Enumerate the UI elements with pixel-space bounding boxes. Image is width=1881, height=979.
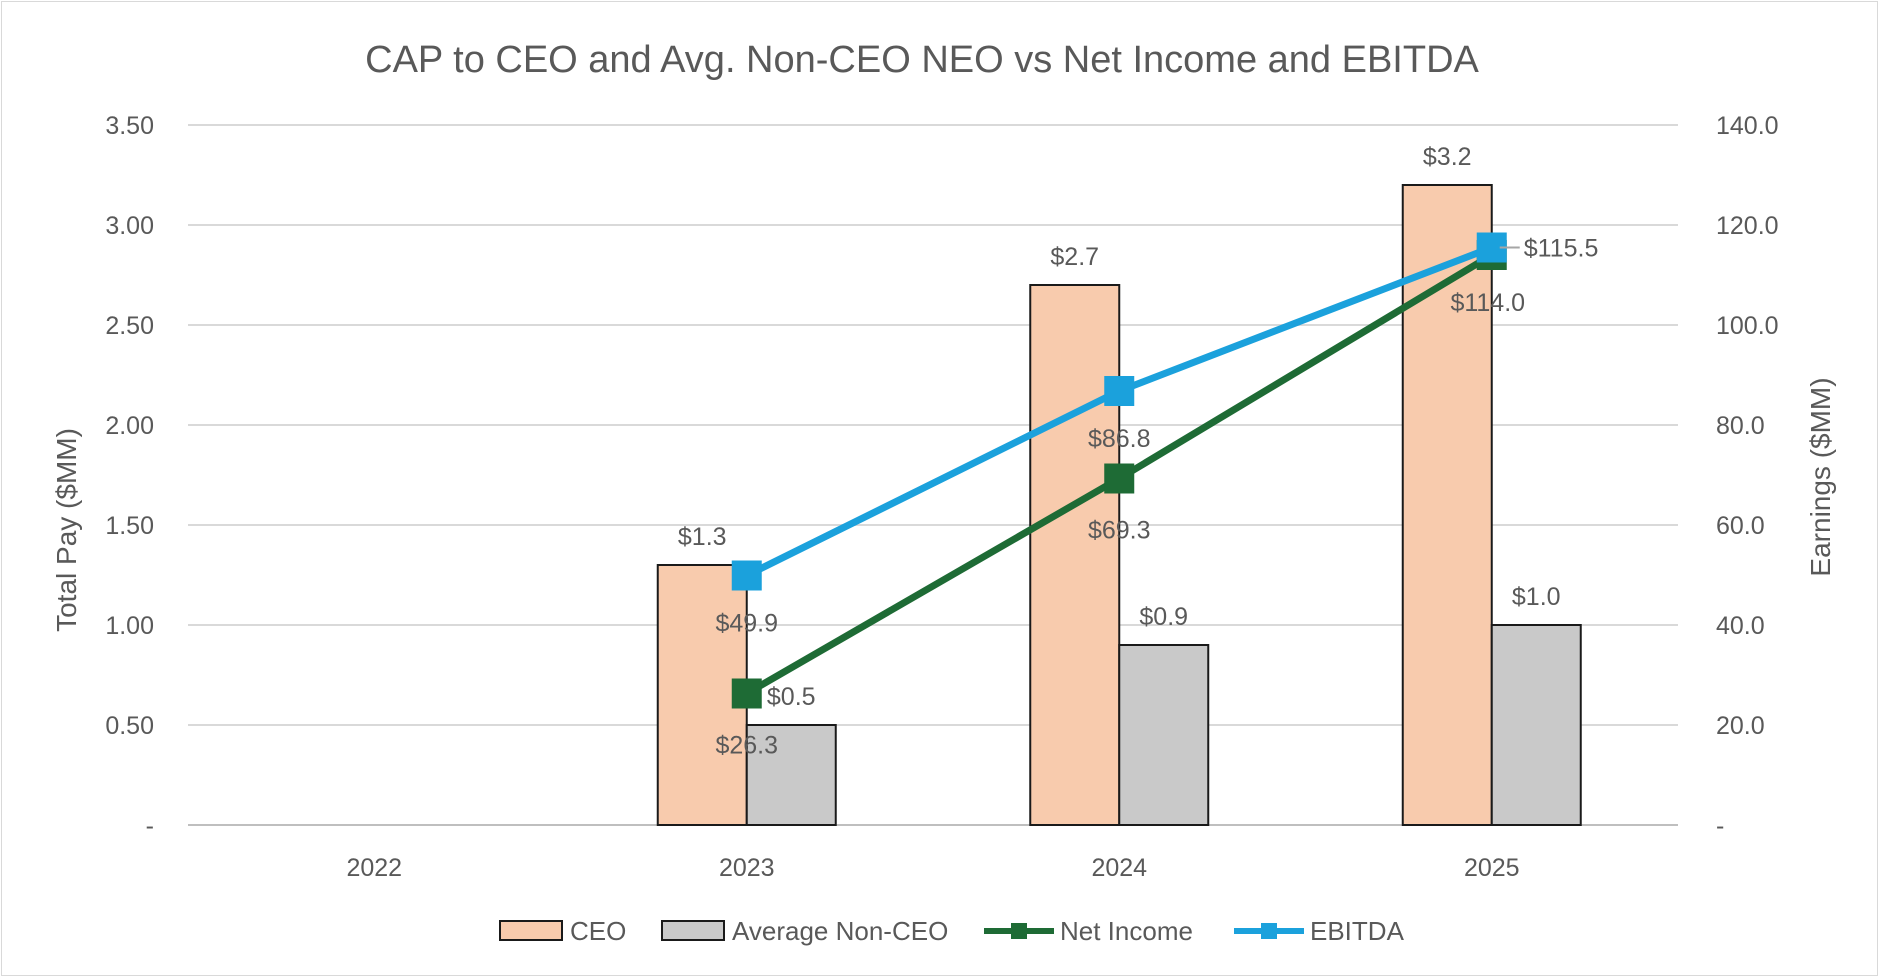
left-tick-label: 1.50	[105, 512, 154, 540]
right-axis-ticks: - 20.0 40.0 60.0 80.0 100.0 120.0 140.0	[1716, 112, 1779, 840]
bar-ceo	[1401, 184, 1493, 826]
left-axis-title: Total Pay ($MM)	[51, 428, 82, 632]
right-tick-label: 140.0	[1716, 112, 1779, 140]
right-tick-label: 40.0	[1716, 612, 1765, 640]
data-label-net-income: $114.0	[1450, 289, 1525, 317]
gridlines	[188, 124, 1678, 826]
marker-ebitda	[731, 560, 762, 591]
left-tick-label: 1.00	[105, 612, 154, 640]
data-label-average-non-ceo: $0.9	[1139, 603, 1188, 631]
data-label-ebitda: $115.5	[1524, 235, 1599, 263]
x-tick-label: 2024	[1091, 854, 1147, 882]
right-tick-label: 100.0	[1716, 312, 1779, 340]
left-tick-label: 2.00	[105, 412, 154, 440]
data-label-average-non-ceo: $0.5	[767, 683, 816, 711]
x-axis-ticks: 2022 2023 2024 2025	[346, 854, 1519, 882]
x-tick-label: 2023	[719, 854, 775, 882]
data-label-net-income: $69.3	[1088, 517, 1151, 545]
data-label-ceo: $1.3	[678, 523, 727, 551]
bar-average-non-ceo	[745, 724, 837, 826]
data-label-ceo: $2.7	[1050, 243, 1099, 271]
bar-ceo	[1029, 284, 1121, 826]
right-tick-label: 80.0	[1716, 412, 1765, 440]
left-axis-ticks: - 0.50 1.00 1.50 2.00 2.50 3.00 3.50	[105, 112, 154, 840]
data-label-ebitda: $49.9	[715, 610, 778, 638]
chart-title: CAP to CEO and Avg. Non-CEO NEO vs Net I…	[365, 39, 1479, 81]
legend-label-ebitda: EBITDA	[1310, 916, 1405, 946]
data-label-net-income: $26.3	[715, 732, 778, 760]
left-tick-label: 3.50	[105, 112, 154, 140]
bar-average-non-ceo	[1490, 624, 1582, 826]
bar-average-non-ceo	[1118, 644, 1210, 826]
line-series	[731, 232, 1507, 709]
data-label-ceo: $3.2	[1423, 143, 1472, 171]
legend-label-average-non-ceo: Average Non-CEO	[732, 916, 948, 946]
right-tick-label: -	[1716, 812, 1724, 840]
legend-swatch-ceo	[499, 920, 563, 941]
left-tick-label: 2.50	[105, 312, 154, 340]
data-label-average-non-ceo: $1.0	[1512, 583, 1561, 611]
left-tick-label: 3.00	[105, 212, 154, 240]
bar-series	[656, 184, 1582, 826]
right-tick-label: 120.0	[1716, 212, 1779, 240]
legend-swatch-average-non-ceo	[661, 920, 725, 941]
legend-label-net-income: Net Income	[1060, 916, 1193, 946]
left-tick-label: -	[146, 812, 154, 840]
right-tick-label: 60.0	[1716, 512, 1765, 540]
legend: CEO Average Non-CEO Net Income EBITDA	[499, 916, 1405, 946]
right-axis-title: Earnings ($MM)	[1805, 377, 1836, 576]
data-label-ebitda: $86.8	[1088, 425, 1151, 453]
x-tick-label: 2025	[1464, 854, 1520, 882]
marker-net-income	[731, 678, 762, 709]
legend-marker-ebitda	[1261, 923, 1277, 939]
right-tick-label: 20.0	[1716, 712, 1765, 740]
legend-marker-net-income	[1011, 923, 1027, 939]
data-labels: $1.3 $2.7 $3.2 $0.5 $0.9 $1.0 $26.3 $69.3 $114.0…	[678, 143, 1598, 760]
left-tick-label: 0.50	[105, 712, 154, 740]
legend-label-ceo: CEO	[570, 916, 626, 946]
marker-net-income	[1104, 463, 1135, 494]
marker-ebitda	[1104, 376, 1135, 406]
x-tick-label: 2022	[346, 854, 402, 882]
